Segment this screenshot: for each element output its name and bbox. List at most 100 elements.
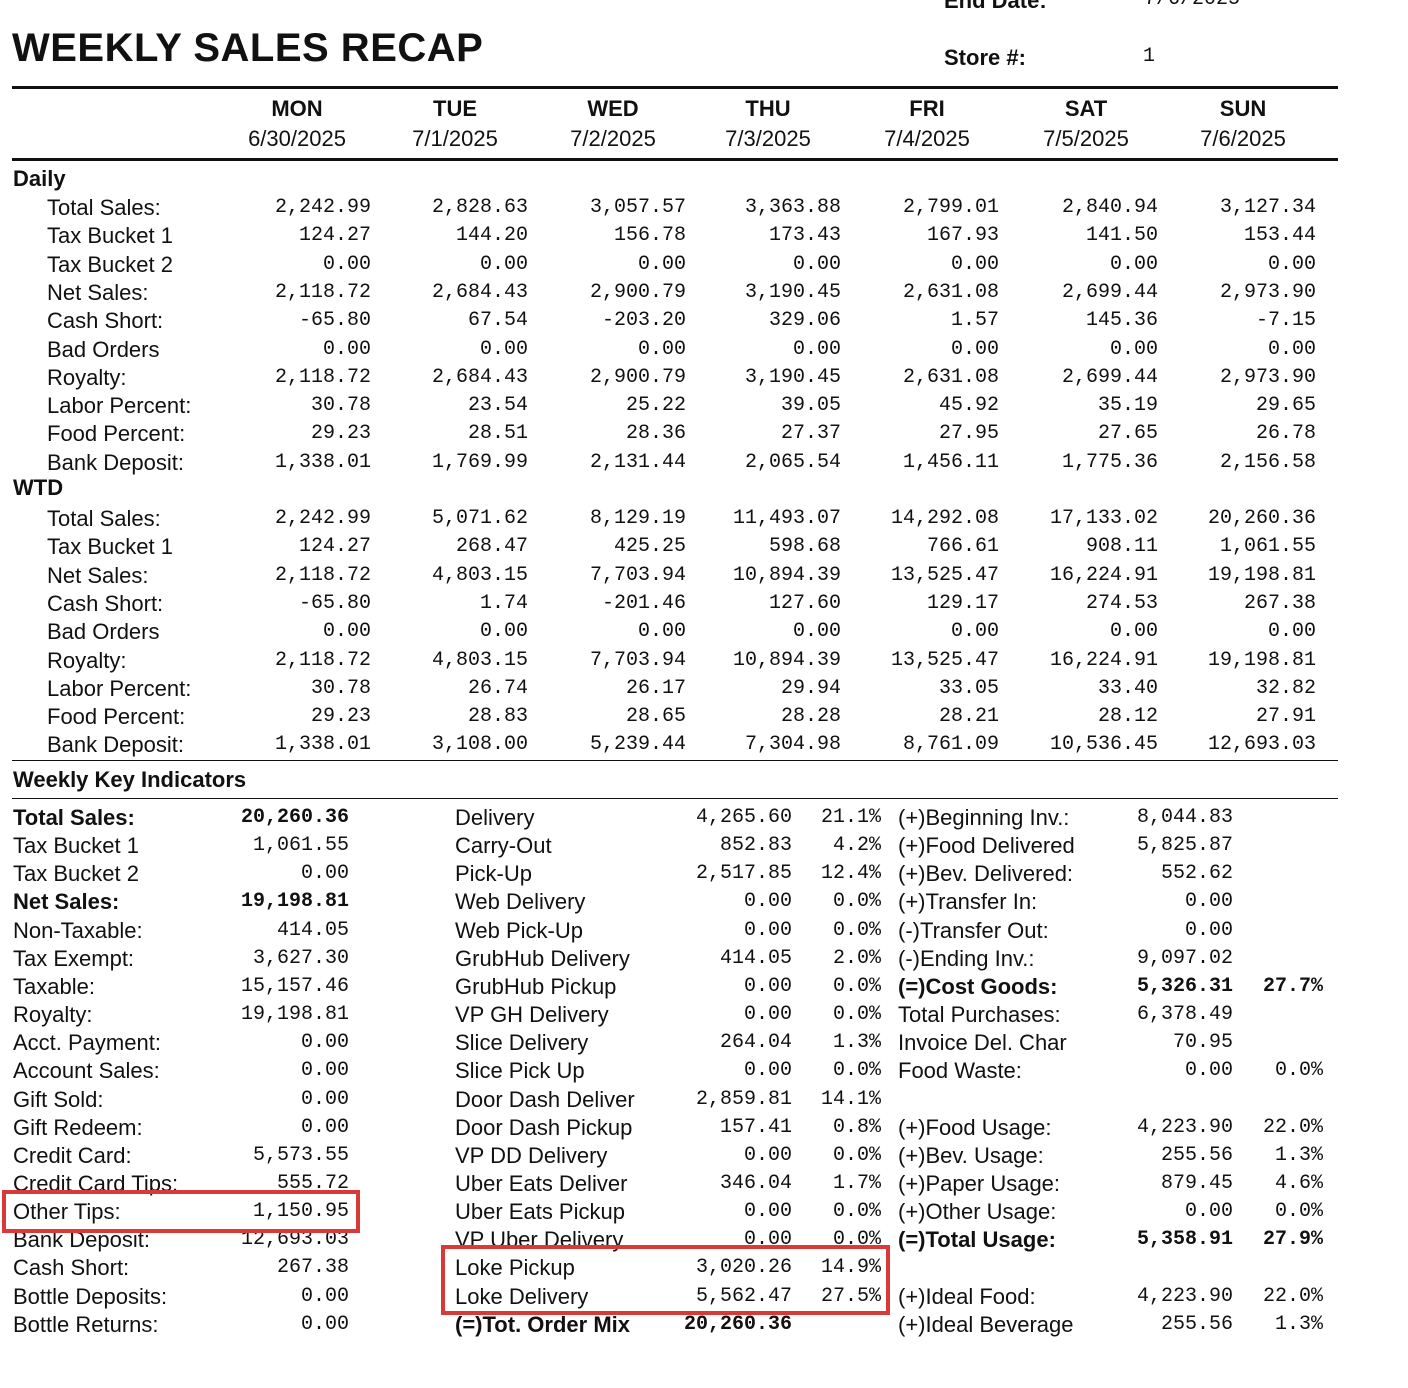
- daily-cell: 0.00: [950, 253, 999, 276]
- kpi-mid-value: 2,517.85: [695, 862, 792, 885]
- kpi-rule-bottom: [12, 798, 1338, 799]
- kpi-right-value: 4,223.90: [1136, 1116, 1233, 1139]
- kpi-mid-label: Door Dash Pickup: [455, 1115, 633, 1140]
- wtd-cell: 268.47: [455, 535, 528, 558]
- wtd-cell: 28.65: [625, 705, 686, 728]
- kpi-mid-pct: 0.0%: [832, 1003, 881, 1026]
- kpi-right-value: 552.62: [1160, 862, 1233, 885]
- wtd-cell: -201.46: [601, 592, 686, 615]
- daily-cell: 145.36: [1085, 309, 1158, 332]
- daily-row-label: Total Sales:: [47, 195, 161, 220]
- kpi-left-label: Cash Short:: [13, 1255, 130, 1280]
- wtd-cell: 13,525.47: [890, 649, 999, 672]
- wtd-cell: 11,493.07: [732, 507, 841, 530]
- wtd-row-label: Tax Bucket 1: [47, 534, 173, 559]
- kpi-right-label: (+)Bev. Delivered:: [898, 861, 1074, 886]
- kpi-mid-pct: 0.0%: [832, 1059, 881, 1082]
- daily-cell: 144.20: [455, 224, 528, 247]
- day-header-mon: MON 6/30/2025: [227, 94, 367, 154]
- kpi-mid-label: VP DD Delivery: [455, 1143, 608, 1168]
- daily-cell: 25.22: [625, 394, 686, 417]
- kpi-mid-pct: 1.7%: [832, 1172, 881, 1195]
- daily-cell: 2,684.43: [431, 366, 528, 389]
- kpi-mid-label: VP GH Delivery: [455, 1002, 609, 1027]
- kpi-left-value: 19,198.81: [240, 1003, 349, 1026]
- daily-cell: 27.65: [1097, 422, 1158, 445]
- kpi-mid-pct: 21.1%: [820, 806, 881, 829]
- wtd-cell: 766.61: [926, 535, 999, 558]
- wtd-cell: 28.21: [938, 705, 999, 728]
- daily-row-label: Tax Bucket 2: [47, 252, 173, 277]
- daily-cell: 156.78: [613, 224, 686, 247]
- wtd-cell: 28.83: [467, 705, 528, 728]
- wtd-cell: 0.00: [479, 620, 528, 643]
- store-label: Store #:: [944, 45, 1026, 70]
- kpi-left-value: 20,260.36: [240, 806, 349, 829]
- wtd-cell: 16,224.91: [1049, 564, 1158, 587]
- kpi-mid-pct: 1.3%: [832, 1031, 881, 1054]
- kpi-left-value: 0.00: [300, 1031, 349, 1054]
- kpi-mid-value: 3,020.26: [695, 1256, 792, 1279]
- wtd-cell: 0.00: [950, 620, 999, 643]
- day-name: SAT: [1064, 96, 1108, 121]
- kpi-left-value: 0.00: [300, 862, 349, 885]
- wtd-cell: 0.00: [792, 620, 841, 643]
- wtd-cell: 274.53: [1085, 592, 1158, 615]
- daily-cell: 2,699.44: [1061, 281, 1158, 304]
- daily-cell: 141.50: [1085, 224, 1158, 247]
- kpi-mid-label: (=)Tot. Order Mix: [455, 1312, 630, 1337]
- kpi-right-label: (+)Ideal Food:: [898, 1284, 1036, 1309]
- wtd-cell: 26.74: [467, 677, 528, 700]
- kpi-right-label: (+)Other Usage:: [898, 1199, 1057, 1224]
- daily-cell: 0.00: [637, 253, 686, 276]
- day-date: 7/6/2025: [1200, 126, 1286, 151]
- daily-cell: 0.00: [1267, 253, 1316, 276]
- daily-row-label: Bad Orders: [47, 337, 160, 362]
- kpi-right-label: (=)Cost Goods:: [898, 974, 1058, 999]
- day-date: 7/1/2025: [412, 126, 498, 151]
- kpi-right-value: 255.56: [1160, 1313, 1233, 1336]
- wtd-cell: 8,761.09: [902, 733, 999, 756]
- kpi-right-pct: 22.0%: [1262, 1116, 1323, 1139]
- daily-cell: 0.00: [792, 253, 841, 276]
- daily-row-label: Tax Bucket 1: [47, 223, 173, 248]
- day-date: 7/5/2025: [1043, 126, 1129, 151]
- kpi-mid-pct: 0.8%: [832, 1116, 881, 1139]
- wtd-cell: 29.94: [780, 677, 841, 700]
- daily-cell: 27.37: [780, 422, 841, 445]
- kpi-left-label: Gift Sold:: [13, 1087, 104, 1112]
- daily-cell: 0.00: [637, 338, 686, 361]
- kpi-left-label: Other Tips:: [13, 1199, 121, 1224]
- wtd-cell: 2,242.99: [274, 507, 371, 530]
- wtd-cell: 425.25: [613, 535, 686, 558]
- daily-cell: 28.36: [625, 422, 686, 445]
- kpi-right-label: (-)Transfer Out:: [898, 918, 1049, 943]
- daily-cell: 124.27: [298, 224, 371, 247]
- kpi-left-value: 12,693.03: [240, 1228, 349, 1251]
- wtd-cell: 4,803.15: [431, 564, 528, 587]
- kpi-right-value: 0.00: [1184, 1200, 1233, 1223]
- daily-cell: 2,900.79: [589, 281, 686, 304]
- wtd-cell: 5,239.44: [589, 733, 686, 756]
- kpi-right-label: (+)Ideal Beverage: [898, 1312, 1074, 1337]
- wtd-row-label: Bank Deposit:: [47, 732, 184, 757]
- daily-cell: 153.44: [1243, 224, 1316, 247]
- kpi-left-label: Net Sales:: [13, 889, 120, 914]
- kpi-right-value: 8,044.83: [1136, 806, 1233, 829]
- day-name: MON: [271, 96, 323, 121]
- kpi-mid-label: Web Delivery: [455, 889, 586, 914]
- daily-cell: 2,631.08: [902, 366, 999, 389]
- wtd-cell: 28.28: [780, 705, 841, 728]
- wtd-cell: 908.11: [1085, 535, 1158, 558]
- kpi-mid-pct: 4.2%: [832, 834, 881, 857]
- kpi-right-value: 0.00: [1184, 890, 1233, 913]
- daily-section-label: Daily: [13, 166, 66, 191]
- kpi-right-pct: 1.3%: [1274, 1313, 1323, 1336]
- daily-row-label: Food Percent:: [47, 421, 186, 446]
- daily-cell: 3,190.45: [744, 281, 841, 304]
- kpi-mid-label: Loke Delivery: [455, 1284, 589, 1309]
- wtd-cell: 10,536.45: [1049, 733, 1158, 756]
- daily-cell: -203.20: [601, 309, 686, 332]
- wtd-cell: 124.27: [298, 535, 371, 558]
- daily-cell: 0.00: [322, 338, 371, 361]
